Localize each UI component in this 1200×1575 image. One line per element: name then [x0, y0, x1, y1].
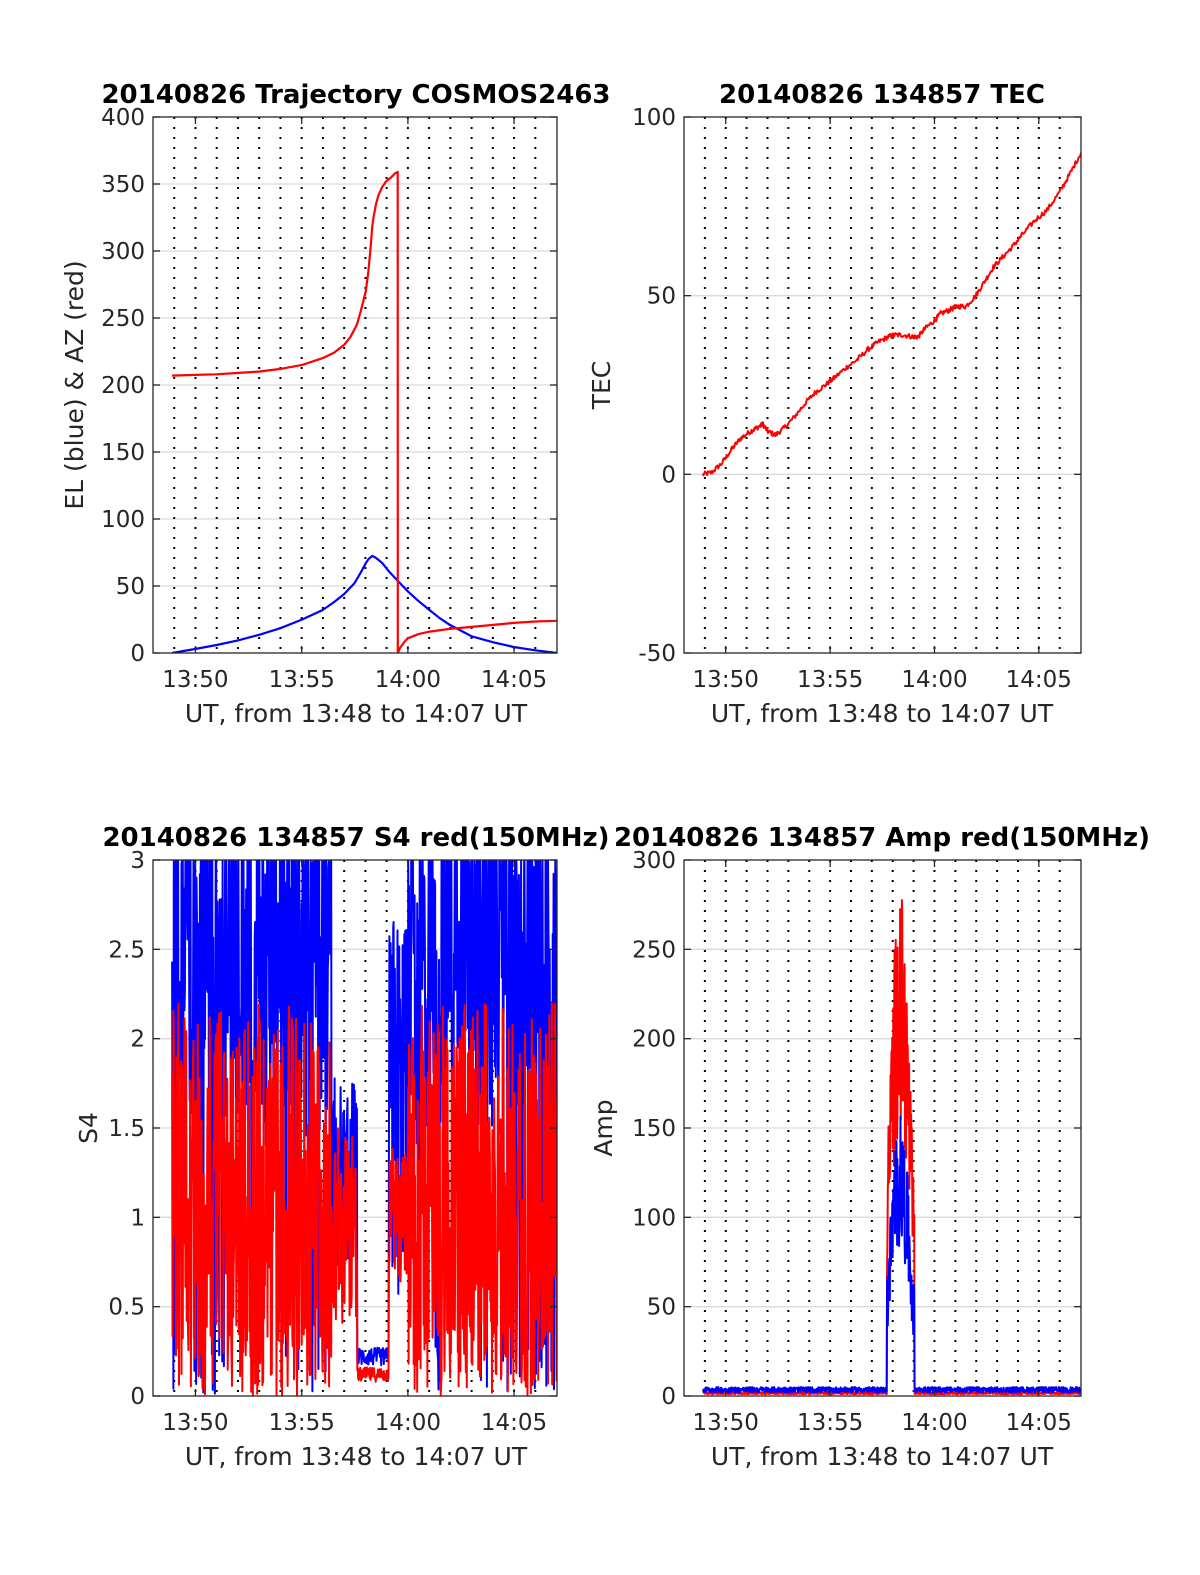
- y-tick-label: 50: [116, 574, 145, 600]
- x-tick-label: 13:55: [269, 1410, 335, 1436]
- y-tick-label: 100: [632, 1205, 676, 1231]
- trajectory-title: 20140826 Trajectory COSMOS2463: [101, 80, 610, 110]
- red-series-line: [172, 170, 557, 653]
- s4-title: 20140826 134857 S4 red(150MHz): [102, 823, 609, 853]
- red-series-line: [702, 899, 1081, 1396]
- amp-ylabel: Amp: [589, 1099, 618, 1156]
- y-tick-label: 250: [632, 937, 676, 963]
- x-tick-label: 14:00: [901, 1410, 967, 1436]
- trajectory-ylabel: EL (blue) & AZ (red): [60, 260, 89, 509]
- x-tick-label: 14:05: [481, 667, 547, 693]
- tec-panel: 20140826 134857 TEC UT, from 13:48 to 14…: [587, 80, 1082, 728]
- y-tick-label: 100: [101, 507, 145, 533]
- y-tick-label: 200: [101, 373, 145, 399]
- x-tick-label: 14:00: [375, 1410, 441, 1436]
- amp-xlabel: UT, from 13:48 to 14:07 UT: [711, 1442, 1054, 1471]
- grid: [153, 117, 557, 653]
- x-tick-label: 14:05: [1006, 1410, 1072, 1436]
- y-tick-label: 150: [101, 440, 145, 466]
- plot-area: [702, 899, 1081, 1396]
- tec-series-line: [701, 152, 1081, 477]
- y-tick-label: 100: [632, 105, 676, 131]
- axes-frame: [683, 116, 1082, 654]
- trajectory-xlabel: UT, from 13:48 to 14:07 UT: [185, 699, 528, 728]
- x-tick-label: 13:55: [797, 1410, 863, 1436]
- grid: [684, 860, 1081, 1396]
- y-tick-label: 0: [130, 1384, 145, 1410]
- plot-area: [171, 860, 557, 1396]
- y-tick-label: 0: [661, 462, 676, 488]
- tec-xlabel: UT, from 13:48 to 14:07 UT: [711, 699, 1054, 728]
- y-tick-label: 300: [101, 239, 145, 265]
- s4-xlabel: UT, from 13:48 to 14:07 UT: [185, 1442, 528, 1471]
- y-tick-label: 1.5: [108, 1116, 145, 1142]
- x-tick-label: 13:50: [162, 1410, 228, 1436]
- y-tick-label: 200: [632, 1027, 676, 1053]
- x-tick-label: 13:50: [162, 667, 228, 693]
- y-tick-label: -50: [638, 641, 676, 667]
- x-tick-label: 14:05: [1006, 667, 1072, 693]
- x-tick-label: 14:00: [375, 667, 441, 693]
- y-tick-label: 50: [647, 284, 676, 310]
- trajectory-panel: 20140826 Trajectory COSMOS2463 UT, from …: [60, 80, 611, 728]
- plot-area: [701, 152, 1081, 477]
- y-tick-label: 1: [130, 1205, 145, 1231]
- y-tick-label: 50: [647, 1295, 676, 1321]
- grid: [684, 117, 1081, 653]
- x-tick-label: 13:55: [797, 667, 863, 693]
- x-tick-label: 13:50: [693, 667, 759, 693]
- y-tick-label: 400: [101, 105, 145, 131]
- s4-panel: UT, from 13:48 to 14:07 UT S4 0 0.5 1 1.5 2 2…: [74, 848, 558, 1471]
- blue-series-line: [702, 1115, 1081, 1394]
- tec-ylabel: TEC: [587, 361, 616, 411]
- tec-title: 20140826 134857 TEC: [719, 80, 1045, 110]
- y-tick-label: 150: [632, 1116, 676, 1142]
- y-tick-label: 0: [130, 641, 145, 667]
- x-tick-label: 13:50: [693, 1410, 759, 1436]
- y-tick-label: 0: [661, 1384, 676, 1410]
- y-tick-label: 0.5: [108, 1295, 145, 1321]
- x-tick-label: 14:00: [901, 667, 967, 693]
- amp-title: 20140826 134857 Amp red(150MHz): [614, 823, 1150, 853]
- amp-panel: UT, from 13:48 to 14:07 UT Amp 0 50 100 150…: [589, 848, 1082, 1471]
- blue-series-line: [171, 860, 557, 1395]
- blue-series-line: [171, 554, 557, 653]
- red-series-line: [171, 1002, 557, 1396]
- y-tick-label: 300: [632, 848, 676, 874]
- s4-ylabel: S4: [74, 1112, 103, 1144]
- y-tick-label: 2.5: [108, 937, 145, 963]
- x-tick-label: 14:05: [481, 1410, 547, 1436]
- y-tick-label: 250: [101, 306, 145, 332]
- y-tick-label: 350: [101, 172, 145, 198]
- y-tick-label: 3: [130, 848, 145, 874]
- y-tick-label: 2: [130, 1027, 145, 1053]
- x-tick-label: 13:55: [269, 667, 335, 693]
- plot-area: [171, 170, 557, 653]
